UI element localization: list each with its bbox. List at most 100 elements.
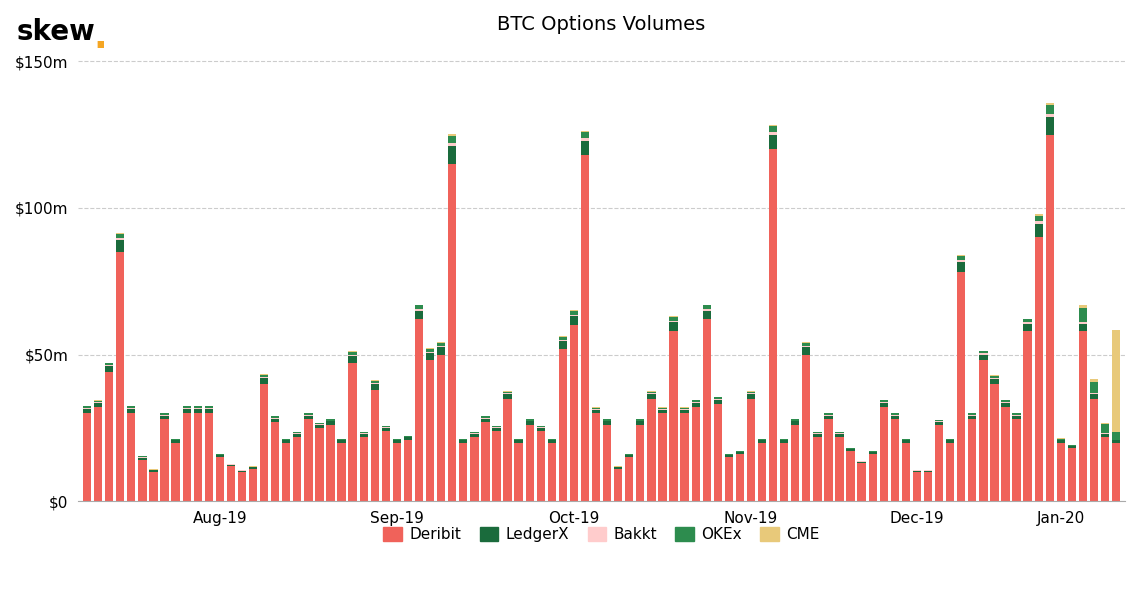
Bar <box>890 413 899 415</box>
Bar <box>448 146 456 164</box>
Bar <box>359 432 368 433</box>
Bar <box>326 419 335 421</box>
Bar <box>935 422 943 425</box>
Bar <box>770 132 777 134</box>
Bar <box>337 439 345 440</box>
Bar <box>625 455 634 457</box>
Bar <box>105 372 113 501</box>
Bar <box>227 466 235 501</box>
Bar <box>128 406 136 408</box>
Bar <box>459 443 467 501</box>
Bar <box>770 149 777 501</box>
Bar <box>337 443 345 501</box>
Bar <box>271 418 279 419</box>
Bar <box>803 346 811 347</box>
Bar <box>581 140 589 155</box>
Bar <box>681 407 689 409</box>
Bar <box>658 407 667 409</box>
Bar <box>813 434 822 437</box>
Bar <box>658 410 667 413</box>
Bar <box>890 416 899 419</box>
Bar <box>260 384 268 501</box>
Bar <box>481 416 489 418</box>
Bar <box>1024 324 1032 331</box>
Bar <box>770 125 777 126</box>
Bar <box>138 460 147 501</box>
Bar <box>171 440 180 443</box>
Bar <box>171 439 180 440</box>
Bar <box>658 409 667 410</box>
Bar <box>991 384 999 501</box>
Bar <box>326 421 335 425</box>
Bar <box>1068 446 1076 448</box>
Bar <box>1045 103 1053 105</box>
Bar <box>370 384 378 390</box>
Bar <box>547 443 556 501</box>
Bar <box>260 377 268 378</box>
Bar <box>1045 105 1053 113</box>
Bar <box>648 398 656 501</box>
Bar <box>669 317 677 320</box>
Bar <box>205 409 213 413</box>
Bar <box>128 413 136 501</box>
Bar <box>83 406 91 408</box>
Bar <box>93 401 103 402</box>
Bar <box>979 355 987 361</box>
Bar <box>182 406 190 408</box>
Bar <box>735 454 744 501</box>
Bar <box>603 419 611 421</box>
Bar <box>958 255 966 256</box>
Bar <box>735 452 744 454</box>
Bar <box>537 431 545 501</box>
Bar <box>902 440 910 443</box>
Bar <box>836 434 844 437</box>
Bar <box>1024 331 1032 501</box>
Bar <box>1090 382 1098 393</box>
Bar <box>1024 322 1032 324</box>
Bar <box>116 240 124 252</box>
Bar <box>869 454 877 501</box>
Bar <box>161 416 169 419</box>
Bar <box>991 377 999 379</box>
Bar <box>470 434 479 437</box>
Bar <box>426 352 434 353</box>
Bar <box>1045 134 1053 501</box>
Text: skew: skew <box>17 18 96 46</box>
Bar <box>570 314 578 316</box>
Bar <box>669 320 677 322</box>
Bar <box>537 428 545 431</box>
Bar <box>526 421 534 425</box>
Bar <box>636 419 644 421</box>
Bar <box>161 415 169 416</box>
Bar <box>194 413 202 501</box>
Bar <box>702 309 711 311</box>
Bar <box>415 319 423 501</box>
Bar <box>758 440 766 443</box>
Bar <box>625 454 634 455</box>
Bar <box>592 413 601 501</box>
Bar <box>758 443 766 501</box>
Bar <box>735 451 744 452</box>
Bar <box>238 472 246 501</box>
Bar <box>692 403 700 407</box>
Bar <box>304 419 312 501</box>
Bar <box>935 420 943 421</box>
Bar <box>504 392 512 393</box>
Bar <box>194 408 202 409</box>
Bar <box>1057 439 1065 440</box>
Bar <box>559 340 567 341</box>
Bar <box>803 347 811 355</box>
Bar <box>282 440 291 443</box>
Bar <box>194 406 202 408</box>
Bar <box>681 409 689 410</box>
Bar <box>923 472 933 501</box>
Bar <box>958 256 966 260</box>
Bar <box>116 233 124 234</box>
Bar <box>968 413 977 415</box>
Bar <box>161 413 169 415</box>
Bar <box>1045 113 1053 117</box>
Bar <box>880 407 888 501</box>
Bar <box>824 415 832 416</box>
Bar <box>1101 434 1109 437</box>
Bar <box>227 464 235 466</box>
